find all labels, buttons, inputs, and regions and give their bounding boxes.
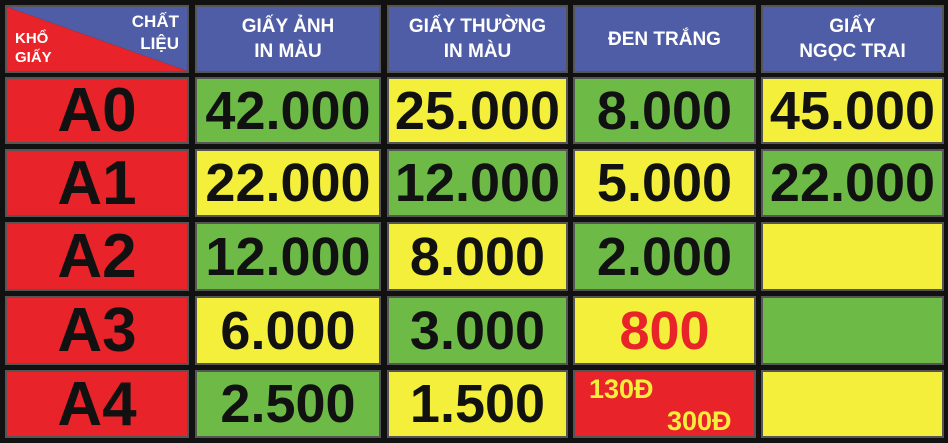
corner-cell: CHẤT LIỆU KHỔ GIẤY [5,5,189,73]
price-text: 300Đ [667,406,732,436]
price-cell: 25.000 [387,77,568,144]
price-cell: 3.000 [387,296,568,365]
price-cell: 8.000 [573,77,756,144]
corner-top: CHẤT LIỆU [132,11,179,55]
price-cell [761,370,944,438]
row-label: A4 [5,370,189,439]
price-cell: 22.000 [195,149,381,217]
corner-bottom: KHỔ GIẤY [15,29,52,67]
price-cell: 130Đ 300Đ [573,370,756,438]
price-cell: 12.000 [387,149,568,217]
text-line: GIẤY THƯỜNG [408,16,547,37]
row-label: A3 [5,296,189,365]
text-line: IN MÀU [443,41,512,62]
text-line: GIẤY ẢNH [241,16,335,37]
column-header: ĐEN TRẮNG [573,5,756,73]
text-line: NGỌC TRAI [799,41,906,62]
row-label: A2 [5,222,189,291]
text-line: GIẤY [15,49,52,66]
row-label: A1 [5,149,189,218]
price-cell: 1.500 [387,370,568,438]
price-cell: 42.000 [195,77,381,144]
price-cell: 5.000 [573,149,756,217]
price-cell: 2.000 [573,222,756,291]
price-cell [761,222,944,291]
row-label: A0 [5,76,189,145]
column-header: GIẤY ẢNH IN MÀU [195,5,381,73]
column-header: GIẤY NGỌC TRAI [761,5,944,73]
column-header: GIẤY THƯỜNG IN MÀU [387,5,568,73]
text-line: GIẤY [829,16,876,37]
price-cell: 6.000 [195,296,381,365]
text-line: IN MÀU [254,41,322,62]
price-cell: 22.000 [761,149,944,217]
price-cell: 12.000 [195,222,381,291]
price-cell: 800 [573,296,756,365]
price-cell [761,296,944,365]
corner-split [7,7,187,71]
text-line: CHẤT [131,12,179,31]
price-cell: 45.000 [761,77,944,144]
text-line: ĐEN TRẮNG [608,28,721,50]
text-line: LIỆU [140,34,179,53]
text-line: KHỔ [15,30,49,47]
price-text: 130Đ [589,374,654,404]
price-cell: 8.000 [387,222,568,291]
price-cell: 2.500 [195,370,381,438]
